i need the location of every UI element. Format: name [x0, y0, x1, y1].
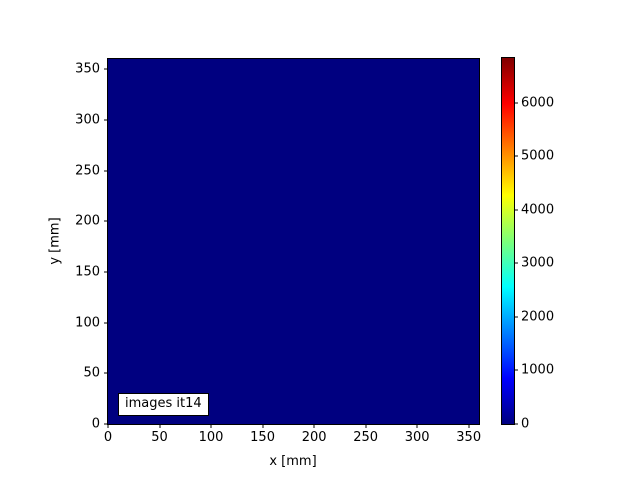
colorbar-tick-mark — [514, 155, 518, 157]
y-tick-label: 200 — [75, 213, 100, 229]
y-tick-label: 300 — [75, 112, 100, 128]
y-axis-label: y [mm] — [47, 217, 63, 265]
y-tick-mark — [104, 119, 108, 121]
y-tick-label: 350 — [75, 61, 100, 77]
y-tick-label: 0 — [91, 416, 100, 432]
x-tick-label: 250 — [353, 430, 379, 445]
x-tick-label: 0 — [103, 430, 113, 445]
x-tick-mark — [159, 424, 161, 428]
colorbar-tick-label: 4000 — [521, 202, 555, 218]
colorbar-tick-label: 1000 — [521, 362, 555, 378]
colorbar-tick-mark — [514, 262, 518, 264]
y-tick-label: 50 — [83, 365, 100, 381]
colorbar: 0 1000 2000 3000 4000 5000 6000 — [501, 57, 554, 431]
x-tick-label: 50 — [151, 430, 168, 445]
x-tick-label: 300 — [404, 430, 430, 445]
colorbar-tick-mark — [514, 209, 518, 211]
x-tick-mark — [365, 424, 367, 428]
colorbar-tick-label: 2000 — [521, 309, 555, 325]
x-tick-mark — [262, 424, 264, 428]
y-tick-mark — [104, 423, 108, 425]
x-tick-mark — [416, 424, 418, 428]
y-tick-label: 100 — [75, 315, 100, 331]
x-axis-ticks: 0 50 100 150 200 250 300 350 — [104, 59, 481, 444]
colorbar-tick-label: 6000 — [521, 95, 555, 111]
x-tick-mark — [313, 424, 315, 428]
annotation-box: images it14 — [118, 393, 209, 416]
y-tick-mark — [104, 170, 108, 172]
y-tick-mark — [104, 322, 108, 324]
colorbar-tick-mark — [514, 369, 518, 371]
x-tick-label: 350 — [456, 430, 482, 445]
annotation-label: images it14 — [125, 396, 202, 412]
x-tick-label: 200 — [301, 430, 327, 445]
x-tick-label: 150 — [250, 430, 275, 445]
colorbar-gradient — [502, 58, 514, 424]
x-axis-label: x [mm] — [269, 454, 317, 469]
y-tick-mark — [104, 372, 108, 374]
colorbar-tick-label: 0 — [521, 416, 530, 432]
y-axis-ticks: 0 50 100 150 200 250 300 350 — [75, 59, 479, 431]
y-tick-label: 250 — [75, 163, 100, 179]
colorbar-tick-mark — [514, 102, 518, 104]
colorbar-tick-mark — [514, 423, 518, 425]
x-tick-mark — [210, 424, 212, 428]
y-tick-mark — [104, 68, 108, 70]
colorbar-tick-label: 3000 — [521, 255, 555, 271]
x-tick-label: 100 — [198, 430, 224, 445]
y-tick-label: 150 — [75, 264, 100, 280]
y-tick-mark — [104, 271, 108, 273]
colorbar-tick-label: 5000 — [521, 148, 555, 164]
x-tick-mark — [107, 424, 109, 428]
y-tick-mark — [104, 220, 108, 222]
heatmap-plot-area: 0 50 100 150 200 250 300 350 0 50 100 150 200 250 300… — [75, 58, 481, 444]
colorbar-tick-mark — [514, 316, 518, 318]
x-tick-mark — [468, 424, 470, 428]
